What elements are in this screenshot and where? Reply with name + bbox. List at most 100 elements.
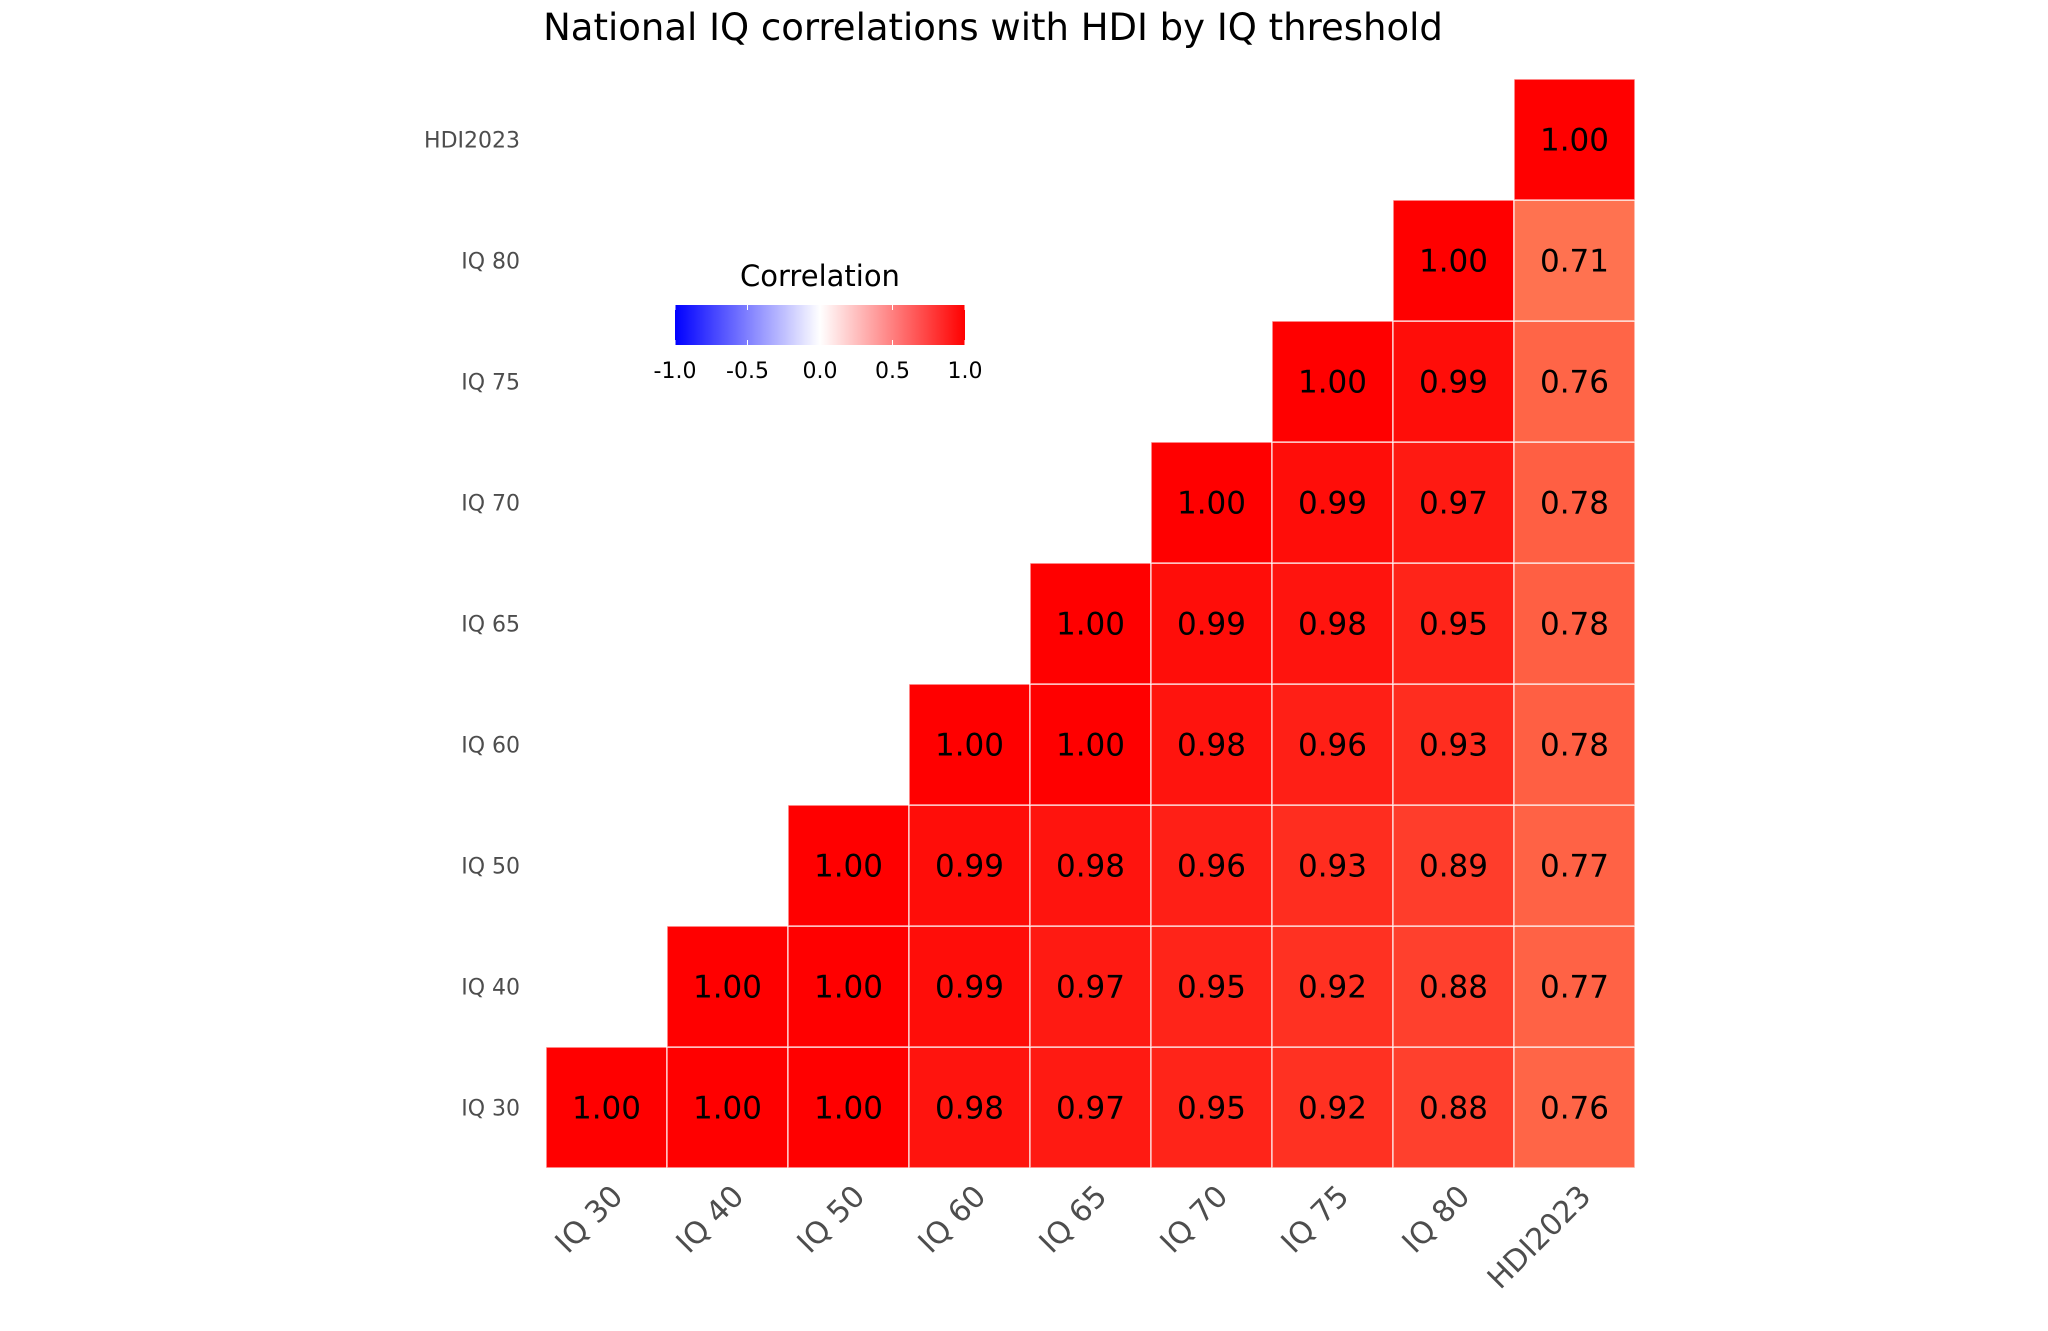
cell-value-label: 0.92 <box>1298 970 1367 1006</box>
y-tick-label: IQ 75 <box>461 371 520 396</box>
cell-value-label: 1.00 <box>935 728 1004 764</box>
cell-value-label: 0.99 <box>1177 607 1246 643</box>
heatmap-cell <box>787 925 910 1048</box>
heatmap-cell <box>1029 1046 1152 1169</box>
heatmap-cell <box>1150 925 1273 1048</box>
heatmap-cell <box>908 683 1031 806</box>
y-tick-label: IQ 30 <box>461 1097 520 1122</box>
y-tick-label: IQ 40 <box>461 976 520 1001</box>
cell-value-label: 0.92 <box>1298 1091 1367 1127</box>
heatmap-cell <box>1513 199 1636 322</box>
cell-value-label: 0.78 <box>1540 607 1609 643</box>
cell-value-label: 1.00 <box>1540 123 1609 159</box>
heatmap-cell <box>1392 441 1515 564</box>
cell-value-label: 0.97 <box>1056 1091 1125 1127</box>
x-tick-label: IQ 80 <box>1396 1179 1477 1260</box>
x-tick-label: IQ 65 <box>1033 1179 1114 1260</box>
cell-value-label: 0.78 <box>1540 486 1609 522</box>
cell-value-label: 1.00 <box>693 1091 762 1127</box>
heatmap-cell <box>1150 1046 1273 1169</box>
cell-value-label: 1.00 <box>814 1091 883 1127</box>
cell-value-label: 0.98 <box>935 1091 1004 1127</box>
cell-value-label: 0.96 <box>1298 728 1367 764</box>
cell-value-label: 0.98 <box>1298 607 1367 643</box>
cell-value-label: 0.99 <box>1419 365 1488 401</box>
legend-tick-label: -0.5 <box>726 359 769 384</box>
cell-value-label: 0.93 <box>1419 728 1488 764</box>
heatmap-cell <box>1513 804 1636 927</box>
cell-value-label: 1.00 <box>572 1091 641 1127</box>
cell-value-label: 0.95 <box>1177 970 1246 1006</box>
heatmap-cell <box>1271 804 1394 927</box>
y-tick-label: IQ 70 <box>461 492 520 517</box>
cell-value-label: 0.89 <box>1419 849 1488 885</box>
heatmap-cell <box>908 1046 1031 1169</box>
legend-tick-label: 1.0 <box>948 359 983 384</box>
cell-value-label: 0.93 <box>1298 849 1367 885</box>
heatmap-cell <box>1029 683 1152 806</box>
heatmap-cell <box>1513 1046 1636 1169</box>
heatmap-cell <box>1392 199 1515 322</box>
cell-value-label: 0.76 <box>1540 365 1609 401</box>
heatmap-cell <box>1513 320 1636 443</box>
cell-value-label: 0.97 <box>1419 486 1488 522</box>
cell-value-label: 1.00 <box>814 849 883 885</box>
x-tick-label: IQ 60 <box>912 1179 993 1260</box>
heatmap-cell <box>1513 78 1636 201</box>
cell-value-label: 0.97 <box>1056 970 1125 1006</box>
heatmap-cell <box>1513 441 1636 564</box>
cell-value-label: 0.77 <box>1540 849 1609 885</box>
heatmap-cell <box>1392 683 1515 806</box>
x-tick-label: IQ 30 <box>549 1179 630 1260</box>
legend-tick-label: 0.0 <box>803 359 838 384</box>
heatmap-cell <box>787 1046 910 1169</box>
heatmap-cell <box>1392 1046 1515 1169</box>
heatmap-cell <box>1271 441 1394 564</box>
cell-value-label: 0.99 <box>935 970 1004 1006</box>
cell-value-label: 1.00 <box>814 970 883 1006</box>
x-tick-label: IQ 70 <box>1154 1179 1235 1260</box>
heatmap-cell <box>1513 562 1636 685</box>
cell-value-label: 0.88 <box>1419 970 1488 1006</box>
x-tick-label: IQ 75 <box>1275 1179 1356 1260</box>
cell-value-label: 1.00 <box>1177 486 1246 522</box>
heatmap-cell <box>545 1046 668 1169</box>
heatmap-cell <box>1271 562 1394 685</box>
y-tick-label: IQ 50 <box>461 855 520 880</box>
cell-value-label: 0.78 <box>1540 728 1609 764</box>
cell-value-label: 0.77 <box>1540 970 1609 1006</box>
cell-value-label: 0.95 <box>1419 607 1488 643</box>
legend-tick-label: -1.0 <box>654 359 697 384</box>
chart-title: National IQ correlations with HDI by IQ … <box>543 6 1443 49</box>
legend-tick-label: 0.5 <box>875 359 910 384</box>
heatmap-cell <box>908 925 1031 1048</box>
cell-value-label: 0.99 <box>935 849 1004 885</box>
legend-title: Correlation <box>740 259 900 293</box>
heatmap-cell <box>1392 804 1515 927</box>
cell-value-label: 0.71 <box>1540 244 1609 280</box>
cell-value-label: 1.00 <box>1298 365 1367 401</box>
y-tick-label: IQ 80 <box>461 250 520 275</box>
heatmap-cell <box>1392 925 1515 1048</box>
y-tick-label: HDI2023 <box>424 129 520 154</box>
heatmap-cell <box>1513 925 1636 1048</box>
heatmap-cell <box>1029 562 1152 685</box>
heatmap-cell <box>1029 804 1152 927</box>
y-tick-label: IQ 65 <box>461 613 520 638</box>
heatmap-cell <box>1271 1046 1394 1169</box>
heatmap-cell <box>666 925 789 1048</box>
cell-value-label: 0.96 <box>1177 849 1246 885</box>
cell-value-label: 0.98 <box>1177 728 1246 764</box>
cell-value-label: 1.00 <box>1056 607 1125 643</box>
cell-value-label: 0.98 <box>1056 849 1125 885</box>
cell-value-label: 0.76 <box>1540 1091 1609 1127</box>
heatmap-cell <box>1150 441 1273 564</box>
y-tick-label: IQ 60 <box>461 734 520 759</box>
heatmap-cell <box>1029 925 1152 1048</box>
cell-value-label: 0.95 <box>1177 1091 1246 1127</box>
cell-value-label: 1.00 <box>693 970 762 1006</box>
heatmap-cell <box>1271 925 1394 1048</box>
cell-value-label: 0.88 <box>1419 1091 1488 1127</box>
x-tick-label: IQ 40 <box>670 1179 751 1260</box>
cell-value-label: 0.99 <box>1298 486 1367 522</box>
